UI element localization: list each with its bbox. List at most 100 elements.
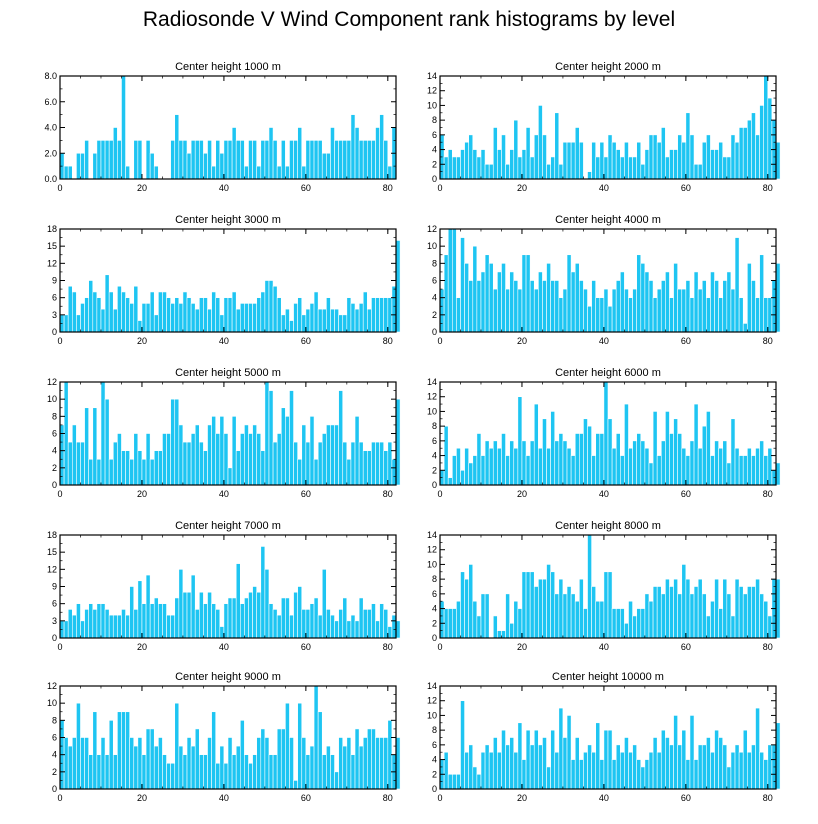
panel-5-bar (112, 441, 118, 486)
panel-8-bar (742, 593, 748, 639)
panel-3-bar (367, 308, 372, 333)
panel-10-x-tick-label: 80 (763, 793, 773, 803)
panel-2-bar (677, 134, 683, 180)
panel-2-bar (693, 163, 699, 180)
panel-1-x-tick-label: 60 (301, 183, 311, 193)
panel-7-bar (207, 591, 212, 639)
panel-4-bar (710, 271, 715, 333)
panel-9-y-tick-label: 0 (52, 784, 57, 794)
panel-9-bar (231, 754, 237, 790)
panel-5-bar (362, 450, 368, 486)
panel-2-bar (718, 141, 724, 180)
panel-8-bar (521, 571, 527, 639)
panel-8-bar (722, 578, 728, 639)
panel-2-y-tick-label: 12 (427, 86, 437, 96)
panel-7-y-tick-label: 3 (52, 616, 57, 626)
panel-9-bar (272, 754, 278, 790)
panel-2-bar (480, 149, 486, 180)
panel-1-bar (149, 152, 155, 180)
panel-1-bar (137, 140, 143, 180)
panel-7-bar (166, 614, 171, 639)
panel-2-bar (542, 134, 547, 180)
panel-9-bar (293, 780, 298, 790)
panel-3-bar (145, 303, 151, 333)
panel-4-bar (484, 254, 490, 333)
panel-9-y-tick-label: 12 (47, 681, 57, 691)
panel-7-bar (280, 597, 286, 639)
panel-1-bar (293, 140, 298, 180)
panel-7-bar (153, 597, 159, 639)
panel-9-bar (158, 737, 163, 790)
panel-5-bar (174, 398, 180, 486)
panel-4-bar (718, 297, 724, 333)
panel-4-bar (480, 271, 486, 333)
panel-1-bar (367, 140, 372, 180)
panel-9-y-tick-label: 8 (52, 715, 57, 725)
panel-8-bar (570, 593, 576, 639)
panel-7-bar (203, 603, 208, 639)
panel-1-bar (121, 75, 126, 180)
panel-9-bar (379, 737, 385, 790)
panel-4-bar (546, 263, 551, 333)
panel-5-bar (71, 424, 77, 486)
panel-3-bar (219, 314, 225, 333)
panel-8-bar (619, 608, 625, 639)
panel-4-bar (644, 271, 650, 333)
panel-8-bar (538, 578, 543, 639)
panel-9-bar (194, 728, 200, 790)
panel-9-bar (354, 728, 360, 790)
panel-6-bar (693, 403, 699, 486)
panel-4-y-tick-label: 0 (432, 327, 437, 337)
panel-10-bar (554, 751, 560, 790)
panel-9-bar (252, 754, 257, 790)
panel-10-bar (472, 766, 478, 790)
panel-5-y-tick-label: 12 (47, 377, 57, 387)
panel-10-bar (615, 744, 621, 790)
panel-9-bar (367, 728, 372, 790)
panel-7-bar (367, 609, 372, 639)
panel-4-bar (673, 263, 678, 333)
panel-10-bar (533, 729, 539, 790)
panel-8-bar (550, 571, 556, 639)
panel-2-bar (497, 149, 502, 180)
panel-4-bar (562, 288, 568, 333)
panel-5-bar (395, 398, 401, 486)
panel-6-y-tick-label: 0 (432, 480, 437, 490)
panel-10-y-tick-label: 12 (427, 696, 437, 706)
panel-8-bar (673, 578, 678, 639)
panel-9-bar (285, 702, 290, 790)
panel-8-bar (632, 615, 637, 639)
panel-9-bar (346, 737, 352, 790)
panel-8-y-tick-label: 6 (432, 589, 437, 599)
panel-6-bar (710, 455, 715, 486)
panel-1-x-tick-label: 0 (57, 183, 62, 193)
panel-10-y-tick-label: 10 (427, 710, 437, 720)
panel-4-bar (685, 280, 691, 333)
panel-6-bar (624, 403, 629, 486)
panel-2-bar (722, 156, 728, 180)
panel-6-bar (615, 433, 621, 486)
panel-4-bar (509, 271, 515, 333)
panel-10-bar (587, 744, 592, 790)
panel-7-bar (268, 603, 274, 639)
panel-9-bar (211, 711, 217, 790)
panel-5-bar (326, 424, 331, 486)
panel-8-bar (730, 615, 736, 639)
panel-4-bar (521, 254, 527, 333)
panel-8-bar (484, 593, 490, 639)
panel-8-bar (562, 593, 568, 639)
panel-5-bar (88, 458, 94, 486)
panel-1-x-tick-label: 40 (219, 183, 229, 193)
panel-5-y-tick-label: 4 (52, 446, 57, 456)
panel-10-bar (685, 759, 691, 790)
panel-9-x-tick-label: 0 (57, 793, 62, 803)
panel-9-bar (92, 711, 98, 790)
panel-9-bar (268, 754, 274, 790)
panel-2-bar (726, 156, 732, 180)
panel-1-bar (358, 140, 364, 180)
panel-3-bar (215, 297, 221, 333)
panel-6-bar (628, 447, 633, 486)
panel-3-y-tick-label: 15 (47, 241, 57, 251)
panel-7-bar (223, 603, 229, 639)
panel-9-bar (326, 745, 331, 790)
